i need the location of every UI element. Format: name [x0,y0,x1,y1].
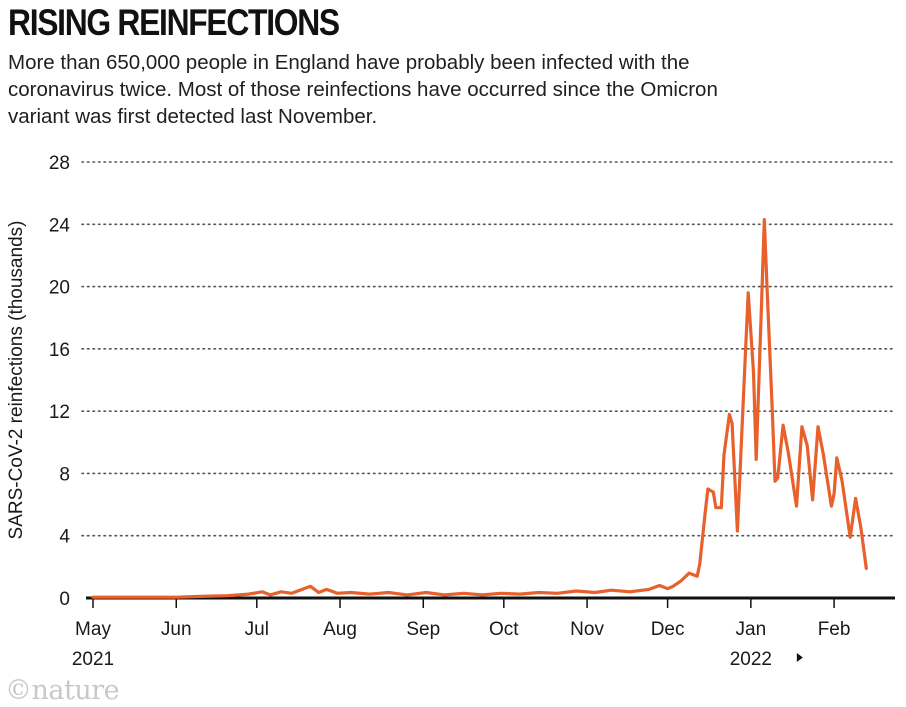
series-layer [91,218,868,599]
x-tick-label: Oct [489,619,519,640]
x-tick-label: May [75,619,111,640]
year-arrow-icon [796,653,803,662]
x-tick-label: Aug [323,619,357,640]
subtitle-line-2: coronavirus twice. Most of those reinfec… [8,78,718,101]
y-tick-label: 20 [49,278,70,299]
reinfections-series-line [91,218,868,599]
x-tick-label: Jul [245,619,269,640]
gridlines [81,161,896,537]
chart-title: RISING REINFECTIONS [8,2,340,43]
nature-logo: ©nature [5,675,120,706]
y-axis-label: SARS-CoV-2 reinfections (thousands) [6,221,27,540]
x-tick-label: Sep [406,619,440,640]
y-tick-label: 12 [49,402,70,423]
x-tick-label: Dec [651,619,685,640]
x-tick-label: Jun [161,619,192,640]
y-tick-label: 8 [59,464,70,485]
y-tick-label: 16 [49,340,70,361]
x-tick-label: Feb [818,619,851,640]
x-year-label: 2021 [72,649,114,670]
y-tick-label: 24 [49,215,71,236]
y-tick-label: 4 [59,527,70,548]
x-year-label: 2022 [730,649,772,670]
x-tick-label: Jan [736,619,767,640]
x-axis: May 2021 Jun Jul Aug Sep Oct Nov Dec Jan 2022 Feb [72,596,895,670]
x-tick-label: Nov [570,619,604,640]
y-tick-label: 0 [59,589,70,610]
y-axis-ticks: 0 4 8 12 16 20 24 28 [49,153,71,610]
subtitle-line-1: More than 650,000 people in England have… [8,51,690,74]
y-tick-label: 28 [49,153,70,174]
chart-subtitle: More than 650,000 people in England have… [8,49,868,130]
subtitle-line-3: variant was first detected last November… [8,105,378,128]
